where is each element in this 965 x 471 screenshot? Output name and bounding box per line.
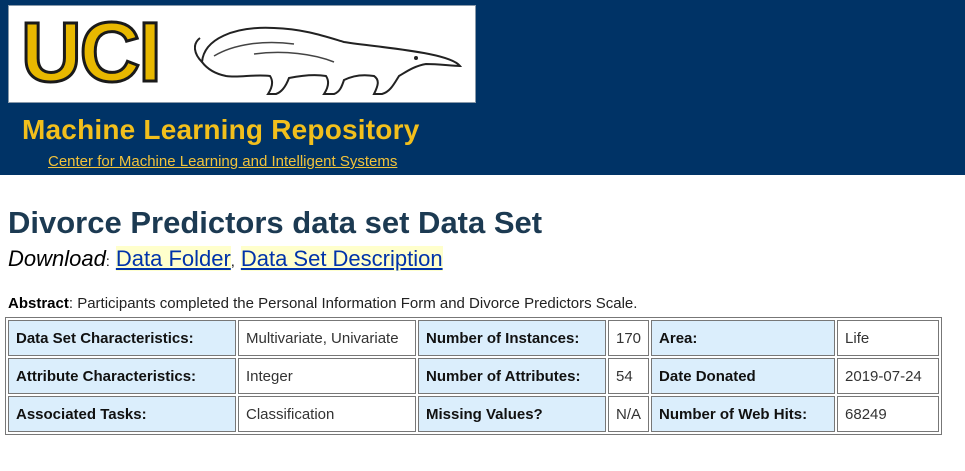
download-label: Download [8, 246, 106, 271]
page-title: Divorce Predictors data set Data Set [8, 205, 542, 241]
table-key-cell: Date Donated [651, 358, 835, 394]
repository-title: Machine Learning Repository [22, 114, 419, 146]
abstract: Abstract: Participants completed the Per… [8, 295, 637, 312]
table-value-cell: 2019-07-24 [837, 358, 939, 394]
table-row: Data Set Characteristics: Multivariate, … [8, 320, 939, 356]
table-value-cell: Multivariate, Univariate [238, 320, 416, 356]
download-links: Download: Data Folder, Data Set Descript… [8, 246, 443, 272]
table-value-cell: 54 [608, 358, 649, 394]
table-value-cell: 170 [608, 320, 649, 356]
table-key-cell: Number of Instances: [418, 320, 606, 356]
site-header: UCI Machine Learning Repository Center f… [0, 0, 965, 175]
uci-logo[interactable]: UCI [8, 5, 476, 103]
download-separator: , [231, 253, 235, 269]
uci-logo-text: UCI [21, 5, 160, 103]
table-key-cell: Associated Tasks: [8, 396, 236, 432]
table-key-cell: Attribute Characteristics: [8, 358, 236, 394]
table-key-cell: Number of Web Hits: [651, 396, 835, 432]
table-key-cell: Data Set Characteristics: [8, 320, 236, 356]
table-value-cell: N/A [608, 396, 649, 432]
data-set-description-link[interactable]: Data Set Description [241, 246, 443, 271]
download-colon: : [106, 253, 110, 269]
center-link[interactable]: Center for Machine Learning and Intellig… [48, 153, 397, 170]
table-value-cell: Integer [238, 358, 416, 394]
table-key-cell: Area: [651, 320, 835, 356]
abstract-text: : Participants completed the Personal In… [69, 295, 638, 312]
dataset-info-table: Data Set Characteristics: Multivariate, … [5, 317, 942, 435]
table-row: Attribute Characteristics: Integer Numbe… [8, 358, 939, 394]
table-value-cell: 68249 [837, 396, 939, 432]
table-row: Associated Tasks: Classification Missing… [8, 396, 939, 432]
table-key-cell: Missing Values? [418, 396, 606, 432]
table-value-cell: Life [837, 320, 939, 356]
table-value-cell: Classification [238, 396, 416, 432]
data-folder-link[interactable]: Data Folder [116, 246, 231, 271]
abstract-label: Abstract [8, 295, 69, 312]
table-key-cell: Number of Attributes: [418, 358, 606, 394]
anteater-icon [194, 14, 464, 99]
